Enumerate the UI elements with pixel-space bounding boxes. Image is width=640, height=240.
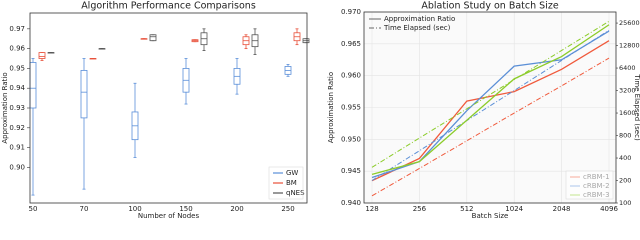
y-tick-label: 0.91 bbox=[9, 144, 25, 152]
ratio-line bbox=[371, 24, 610, 175]
y2-tick-label: 100 bbox=[619, 199, 631, 207]
style-legend-label: Time Elapsed (sec) bbox=[383, 24, 451, 32]
x-tick-label: 128 bbox=[365, 205, 378, 213]
x-axis-label: Batch Size bbox=[472, 212, 509, 220]
legend-frame bbox=[268, 166, 304, 200]
x-axis-label: Number of Nodes bbox=[138, 212, 200, 220]
x-tick-label: 70 bbox=[80, 205, 89, 213]
y-tick-label: 0.92 bbox=[9, 124, 25, 132]
y-tick-label: 0.940 bbox=[341, 199, 361, 207]
x-tick-label: 50 bbox=[29, 205, 38, 213]
y-tick-label: 0.94 bbox=[9, 84, 25, 92]
legend-label: GW bbox=[286, 169, 298, 177]
chart-title: Algorithm Performance Comparisons bbox=[81, 1, 256, 12]
y-tick-label: 0.970 bbox=[341, 8, 361, 16]
y-tick-label: 0.965 bbox=[341, 40, 361, 48]
plot-frame bbox=[363, 11, 617, 204]
x-tick-label: 200 bbox=[230, 205, 243, 213]
y2-tick-label: 1600 bbox=[619, 109, 636, 117]
legend-frame bbox=[565, 170, 614, 200]
y2-tick-label: 12800 bbox=[619, 42, 640, 50]
y2-tick-label: 25600 bbox=[619, 19, 640, 27]
y-axis-label: Approximation Ratio bbox=[327, 72, 335, 143]
y-tick-label: 0.95 bbox=[9, 64, 25, 72]
y-tick-label: 0.97 bbox=[9, 25, 25, 33]
y-tick-label: 0.945 bbox=[341, 167, 361, 175]
time-line bbox=[371, 57, 610, 197]
x-tick-label: 2048 bbox=[553, 205, 571, 213]
chart-title: Ablation Study on Batch Size bbox=[421, 1, 558, 12]
x-tick-label: 512 bbox=[460, 205, 473, 213]
box bbox=[29, 62, 37, 109]
y-tick-label: 0.93 bbox=[9, 104, 25, 112]
x-tick-label: 250 bbox=[281, 205, 294, 213]
box bbox=[80, 69, 88, 119]
y-tick-label: 0.950 bbox=[341, 135, 361, 143]
box bbox=[38, 52, 46, 59]
box bbox=[149, 34, 157, 42]
y2-tick-label: 200 bbox=[619, 177, 631, 185]
x-tick-label: 100 bbox=[128, 205, 141, 213]
y2-tick-label: 6400 bbox=[619, 64, 636, 72]
figure: Algorithm Performance Comparisons 0.90 0.9… bbox=[1, 1, 640, 221]
x-tick-label: 150 bbox=[179, 205, 192, 213]
y2-axis-label: Time Elapsed (sec) bbox=[633, 73, 640, 141]
style-legend-label: Approximation Ratio bbox=[384, 15, 455, 23]
y2-tick-label: 400 bbox=[619, 154, 631, 162]
x-tick-label: 256 bbox=[413, 205, 427, 213]
legend-label: qNES bbox=[286, 189, 305, 197]
x-tick-label: 1024 bbox=[505, 205, 523, 213]
y-axis-label: Approximation Ratio bbox=[1, 72, 9, 143]
y-tick-label: 0.96 bbox=[9, 45, 25, 53]
y2-tick-label: 800 bbox=[619, 132, 631, 140]
y2-tick-label: 3200 bbox=[619, 87, 636, 95]
legend-label: BM bbox=[286, 179, 297, 187]
ratio-line bbox=[371, 40, 610, 182]
time-line bbox=[371, 20, 610, 168]
x-tick-label: 4096 bbox=[600, 205, 618, 213]
y-tick-label: 0.90 bbox=[9, 163, 25, 171]
y-tick-label: 0.960 bbox=[341, 72, 361, 80]
y-tick-label: 0.955 bbox=[341, 104, 361, 112]
plot-frame bbox=[29, 12, 308, 204]
